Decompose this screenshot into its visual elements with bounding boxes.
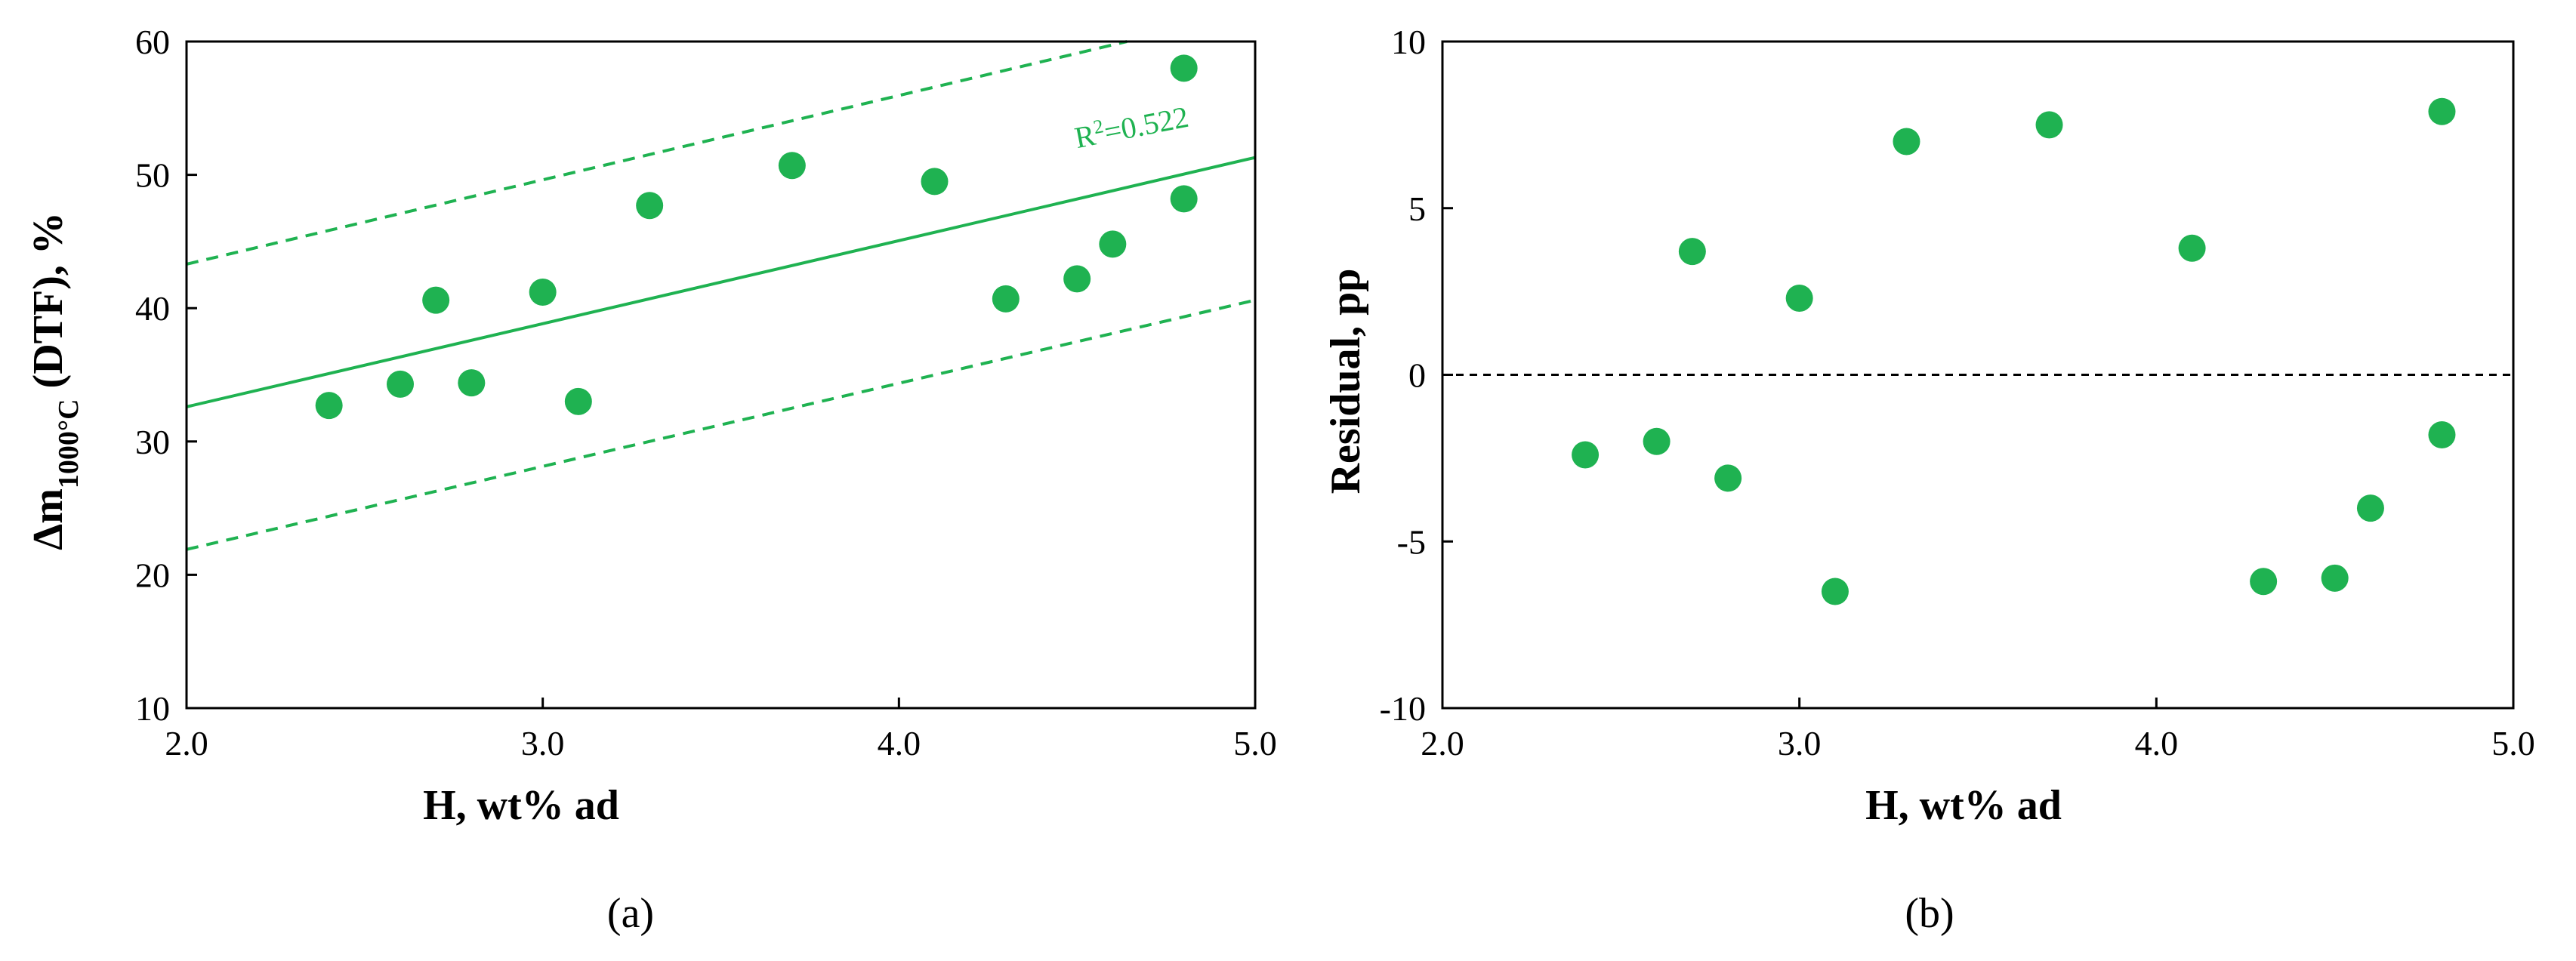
panel-a-ticks: 2.0 3.0 4.0 5.0 10 20 30 40 50 60 [135, 23, 1277, 762]
y-tick-label: 10 [135, 689, 170, 728]
panel-a-r2-annotation: R2=0.522 [1072, 98, 1191, 155]
data-point [1063, 265, 1091, 293]
y-tick-label: 0 [1408, 356, 1426, 395]
data-point [422, 286, 450, 314]
panel-b-chart: 2.0 3.0 4.0 5.0 -10 -5 0 5 10 H, wt% ad Residual… [1322, 23, 2535, 937]
x-tick-label: 3.0 [521, 724, 565, 762]
data-point [458, 369, 486, 397]
data-point [1714, 464, 1742, 492]
data-point [2250, 568, 2278, 596]
y-tick-label: 40 [135, 289, 170, 328]
panel-b-x-axis-title: H, wt% ad [1865, 782, 2062, 829]
y-title-subscript: 1000°C [53, 399, 85, 488]
data-point [564, 387, 592, 415]
y-tick-label: 50 [135, 156, 170, 195]
x-tick-label: 2.0 [1421, 724, 1464, 762]
panel-b-y-axis-title: Residual, pp [1322, 269, 1369, 494]
upper-prediction-band [186, 40, 1128, 266]
x-tick-label: 4.0 [878, 724, 921, 762]
y-tick-label: -10 [1380, 689, 1426, 728]
data-point [1099, 230, 1127, 258]
y-title-main: Δm [25, 488, 72, 550]
panel-a-y-axis-title: Δm1000°C (DTF), % [25, 212, 85, 550]
y-tick-label: -5 [1397, 522, 1426, 561]
r2-superscript: 2 [1091, 115, 1105, 138]
x-tick-label: 4.0 [2135, 724, 2179, 762]
panel-a-plot-area [186, 40, 1256, 551]
r2-value: =0.522 [1101, 100, 1191, 149]
data-point [636, 192, 664, 220]
data-point [2035, 111, 2063, 139]
panel-b-ticks: 2.0 3.0 4.0 5.0 -10 -5 0 5 10 [1380, 23, 2535, 762]
y-tick-label: 30 [135, 423, 170, 461]
x-tick-label: 3.0 [1778, 724, 1822, 762]
x-tick-label: 5.0 [2491, 724, 2535, 762]
regression-line [186, 156, 1256, 408]
data-point [992, 285, 1020, 313]
panel-a-x-axis-title: H, wt% ad [423, 782, 619, 829]
y-tick-label: 60 [135, 23, 170, 61]
panel-b-label: (b) [1905, 890, 1954, 937]
data-point [1893, 128, 1920, 156]
data-point [387, 370, 414, 398]
panel-a-label: (a) [607, 890, 654, 937]
y-title-rest: (DTF), % [25, 212, 72, 399]
lower-prediction-band [186, 298, 1256, 551]
y-tick-label: 20 [135, 556, 170, 594]
data-point [2428, 97, 2456, 125]
x-tick-label: 2.0 [165, 724, 208, 762]
data-point [2428, 420, 2456, 448]
data-point [1643, 427, 1671, 455]
data-point [1678, 238, 1706, 266]
data-point [529, 279, 557, 306]
y-tick-label: 5 [1408, 189, 1426, 228]
data-point [1170, 185, 1198, 213]
panel-b-plot-area [1442, 97, 2513, 605]
y-tick-label: 10 [1391, 23, 1426, 61]
data-point [2321, 564, 2349, 592]
data-point [921, 168, 949, 196]
data-point [778, 152, 806, 180]
data-point [1170, 54, 1198, 82]
panel-a-chart: 2.0 3.0 4.0 5.0 10 20 30 40 50 60 R2=0.522 H, wt%… [25, 23, 1277, 937]
data-point [1572, 441, 1600, 469]
x-tick-label: 5.0 [1233, 724, 1277, 762]
data-point [315, 392, 343, 420]
data-point [1785, 284, 1813, 312]
data-point [1821, 578, 1849, 605]
data-point [2356, 494, 2384, 522]
data-point [2178, 234, 2206, 262]
